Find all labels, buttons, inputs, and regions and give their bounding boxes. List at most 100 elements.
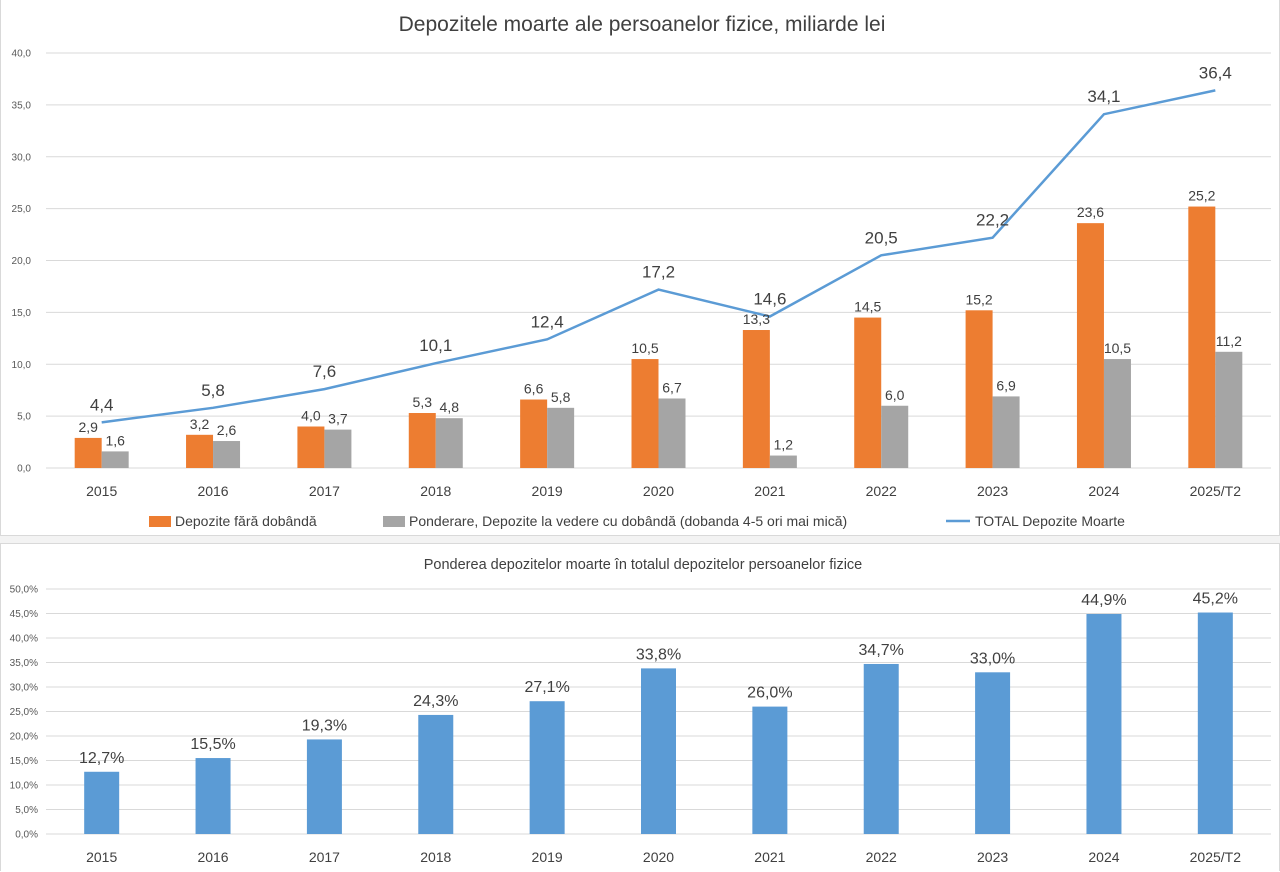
line-series xyxy=(101,89,1216,424)
x-category-label: 2019 xyxy=(532,483,563,499)
y-tick-label: 40,0% xyxy=(10,634,38,645)
bar-data-label: 33,8% xyxy=(636,646,681,663)
bar-data-label: 23,6 xyxy=(1077,204,1104,220)
y-tick-label: 0,0% xyxy=(15,830,38,841)
line-data-label: 34,1 xyxy=(1087,87,1120,106)
bar-weighted xyxy=(658,398,686,468)
x-category-label: 2019 xyxy=(532,849,563,865)
chart-title: Depozitele moarte ale persoanelor fizice… xyxy=(399,13,886,36)
data-labels: 2,9 3,2 4,0 5,3 6,6 10,5 13,3 14,5 15,2 23,6 25,2 1… xyxy=(78,63,1242,452)
bar-data-label: 5,8 xyxy=(551,389,571,405)
y-tick-label: 5,0 xyxy=(17,412,31,423)
chart-panel-top: Depozitele moarte ale persoanelor fizice… xyxy=(0,0,1280,536)
x-category-label: 2024 xyxy=(1088,483,1119,499)
y-tick-label: 35,0 xyxy=(12,100,32,111)
bar-data-label: 13,3 xyxy=(743,311,770,327)
bar-data-label: 2,6 xyxy=(217,422,237,438)
x-axis-categories: 2015 2016 2017 2018 2019 2020 2021 2022 2023 2024… xyxy=(86,483,1241,499)
bar-share xyxy=(1197,612,1233,834)
x-category-label: 2022 xyxy=(866,849,897,865)
bar-share xyxy=(418,714,454,834)
y-tick-label: 50,0% xyxy=(10,585,38,596)
y-axis-ticks: 0,0 5,0 10,0 15,0 20,0 25,0 30,0 35,0 40,0 xyxy=(12,49,32,475)
panel-divider xyxy=(0,536,1280,543)
bar-share xyxy=(752,706,788,834)
data-labels: 12,7% 15,5% 19,3% 24,3% 27,1% 33,8% 26,0% 34,7%… xyxy=(79,591,1238,767)
bar-no-interest xyxy=(74,437,102,468)
y-tick-label: 5,0% xyxy=(15,805,38,816)
y-tick-label: 15,0 xyxy=(12,308,32,319)
bar-weighted xyxy=(992,396,1020,468)
bar-data-label: 44,9% xyxy=(1081,592,1126,609)
x-category-label: 2016 xyxy=(197,483,228,499)
line-data-label: 12,4 xyxy=(531,312,564,331)
bar-data-label: 19,3% xyxy=(302,717,347,734)
bar-data-label: 34,7% xyxy=(859,642,904,659)
bar-share xyxy=(641,668,676,834)
y-tick-label: 20,0 xyxy=(12,256,32,267)
bar-weighted xyxy=(1215,351,1243,468)
legend-swatch-gray xyxy=(383,516,405,527)
line-data-label: 4,4 xyxy=(90,395,114,414)
bar-data-label: 27,1% xyxy=(524,679,569,696)
bar-data-label: 14,5 xyxy=(854,299,881,315)
y-tick-label: 0,0 xyxy=(17,464,31,475)
y-tick-label: 30,0 xyxy=(12,152,32,163)
line-data-label: 7,6 xyxy=(313,362,337,381)
y-tick-label: 45,0% xyxy=(10,609,38,620)
bar-data-label: 1,6 xyxy=(105,432,125,448)
bar-no-interest xyxy=(965,310,993,468)
bar-data-label: 45,2% xyxy=(1193,591,1238,608)
x-category-label: 2022 xyxy=(866,483,897,499)
bar-data-label: 25,2 xyxy=(1188,188,1215,204)
bar-data-label: 4,8 xyxy=(440,399,460,415)
bar-no-interest xyxy=(520,399,548,468)
legend-label-no-interest: Depozite fără dobândă xyxy=(175,513,317,529)
bar-series xyxy=(74,206,1243,469)
y-tick-label: 10,0% xyxy=(10,781,38,792)
legend-label-weighted: Ponderare, Depozite la vedere cu dobândă… xyxy=(409,513,847,529)
bar-data-label: 4,0 xyxy=(301,408,321,424)
x-category-label: 2015 xyxy=(86,483,117,499)
total-line xyxy=(101,89,1216,424)
bar-data-label: 10,5 xyxy=(1104,340,1131,356)
bar-no-interest xyxy=(297,426,325,468)
line-data-label: 20,5 xyxy=(865,228,898,247)
bar-data-label: 6,6 xyxy=(524,381,544,397)
bar-weighted xyxy=(435,418,463,468)
bar-data-label: 11,2 xyxy=(1216,333,1242,349)
x-category-label: 2017 xyxy=(309,849,340,865)
legend: Depozite fără dobândă Ponderare, Depozit… xyxy=(149,513,1125,529)
chart-title-share: Ponderea depozitelor moarte în totalul d… xyxy=(424,557,862,573)
line-data-label: 5,8 xyxy=(201,381,225,400)
y-axis-ticks: 0,0% 5,0% 10,0% 15,0% 20,0% 25,0% 30,0% 35,0% 40… xyxy=(10,585,38,841)
bar-no-interest xyxy=(742,330,770,468)
y-tick-label: 10,0 xyxy=(12,360,32,371)
bar-share xyxy=(1086,613,1122,834)
bar-data-label: 26,0% xyxy=(747,685,792,702)
bar-no-interest xyxy=(408,413,436,468)
x-axis-categories: 2015 2016 2017 2018 2019 2020 2021 2022 2023 2024… xyxy=(86,849,1241,865)
bar-no-interest xyxy=(854,317,882,468)
y-tick-label: 35,0% xyxy=(10,658,38,669)
bar-no-interest xyxy=(1188,206,1216,469)
y-tick-label: 20,0% xyxy=(10,732,38,743)
bar-data-label: 3,2 xyxy=(190,416,210,432)
x-category-label: 2021 xyxy=(754,849,785,865)
x-category-label: 2018 xyxy=(420,483,451,499)
bar-weighted xyxy=(881,405,909,468)
bar-share xyxy=(529,701,565,834)
y-gridlines xyxy=(46,52,1271,469)
bar-data-label: 15,2 xyxy=(965,291,992,307)
bar-weighted xyxy=(213,441,241,468)
line-data-label: 22,2 xyxy=(976,211,1009,230)
bar-weighted xyxy=(324,429,352,468)
line-data-label: 10,1 xyxy=(419,336,452,355)
y-tick-label: 25,0 xyxy=(12,204,32,215)
chart-panel-bottom: Ponderea depozitelor moarte în totalul d… xyxy=(0,543,1280,871)
bar-data-label: 15,5% xyxy=(190,736,235,753)
bar-data-label: 5,3 xyxy=(413,394,433,410)
legend-label-total: TOTAL Depozite Moarte xyxy=(975,513,1125,529)
x-category-label: 2025/T2 xyxy=(1190,483,1242,499)
bar-data-label: 6,7 xyxy=(662,379,682,395)
